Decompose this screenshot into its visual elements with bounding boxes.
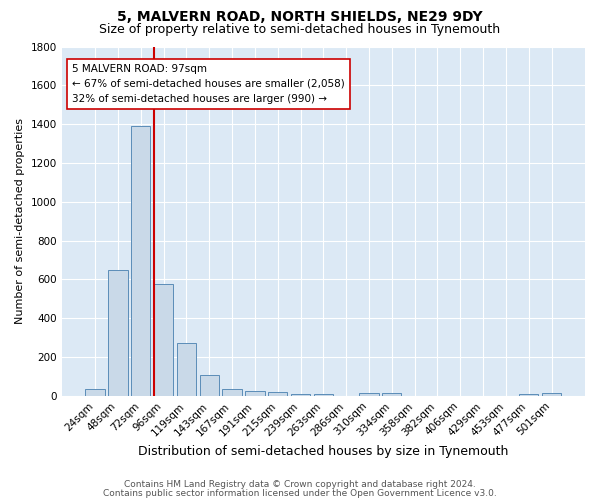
Bar	[519, 394, 538, 396]
Bar	[314, 394, 333, 396]
Text: Contains public sector information licensed under the Open Government Licence v3: Contains public sector information licen…	[103, 488, 497, 498]
Text: Size of property relative to semi-detached houses in Tynemouth: Size of property relative to semi-detach…	[100, 22, 500, 36]
Bar	[177, 344, 196, 396]
Bar	[108, 270, 128, 396]
Bar	[200, 376, 219, 396]
Bar	[268, 392, 287, 396]
X-axis label: Distribution of semi-detached houses by size in Tynemouth: Distribution of semi-detached houses by …	[138, 444, 509, 458]
Y-axis label: Number of semi-detached properties: Number of semi-detached properties	[15, 118, 25, 324]
Bar	[154, 284, 173, 396]
Text: Contains HM Land Registry data © Crown copyright and database right 2024.: Contains HM Land Registry data © Crown c…	[124, 480, 476, 489]
Bar	[85, 389, 105, 396]
Bar	[131, 126, 151, 396]
Bar	[382, 393, 401, 396]
Text: 5, MALVERN ROAD, NORTH SHIELDS, NE29 9DY: 5, MALVERN ROAD, NORTH SHIELDS, NE29 9DY	[117, 10, 483, 24]
Bar	[542, 393, 561, 396]
Bar	[245, 391, 265, 396]
Bar	[291, 394, 310, 396]
Bar	[223, 389, 242, 396]
Text: 5 MALVERN ROAD: 97sqm
← 67% of semi-detached houses are smaller (2,058)
32% of s: 5 MALVERN ROAD: 97sqm ← 67% of semi-deta…	[72, 64, 345, 104]
Bar	[359, 393, 379, 396]
